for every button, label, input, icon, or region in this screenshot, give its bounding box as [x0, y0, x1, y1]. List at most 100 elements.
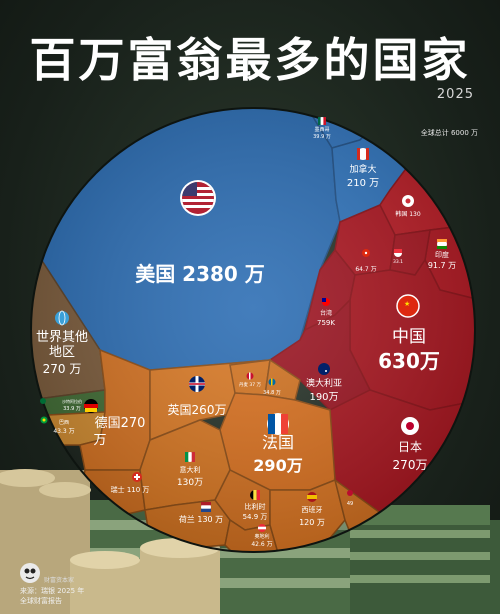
label-sweden: 34.8 万 [263, 390, 281, 396]
svg-text:加拿大: 加拿大 [349, 163, 376, 175]
svg-text:墨西哥: 墨西哥 [314, 127, 329, 133]
svg-text:意大利: 意大利 [180, 465, 201, 474]
cn-flag-icon: ★ [396, 294, 420, 318]
au-flag-icon [318, 363, 330, 375]
svg-text:190万: 190万 [309, 392, 338, 403]
svg-text:210 万: 210 万 [347, 178, 379, 189]
svg-text:759K: 759K [317, 319, 335, 327]
label-brazil: 巴西 43.3 万 [53, 420, 74, 435]
svg-text:270万: 270万 [393, 458, 428, 472]
de-flag-icon [84, 399, 98, 413]
svg-text:64.7 万: 64.7 万 [355, 266, 376, 273]
svg-text:★: ★ [404, 300, 410, 308]
dk-flag-icon [246, 372, 254, 380]
svg-text:巴西: 巴西 [59, 420, 69, 426]
svg-text:奥地利: 奥地利 [254, 533, 269, 540]
label-switzerland: 瑞士 110 万 [111, 485, 150, 494]
hk-flag-icon [362, 249, 370, 257]
br-flag-icon [40, 416, 48, 424]
jp-flag-icon [401, 417, 419, 435]
be-flag-icon [250, 490, 260, 500]
label-denmark: 丹麦 37 万 [239, 381, 262, 388]
label-austria: 奥地利 42.6 万 [251, 533, 272, 548]
svg-text:中国: 中国 [392, 327, 426, 347]
ch-flag-icon [132, 472, 142, 482]
mx-flag-icon [318, 117, 326, 125]
svg-text:瑞士 110 万: 瑞士 110 万 [111, 485, 150, 494]
label-hongkong: 64.7 万 [355, 266, 376, 273]
svg-text:美国 2380 万: 美国 2380 万 [135, 262, 265, 286]
fr-flag-icon [267, 413, 289, 435]
svg-text:丹麦 37 万: 丹麦 37 万 [239, 381, 262, 388]
svg-text:日本: 日本 [398, 440, 422, 454]
label-italy: 意大利 130万 [177, 465, 203, 488]
svg-text:42.6 万: 42.6 万 [251, 541, 272, 548]
sg-flag-icon [394, 249, 402, 257]
svg-text:33.9 万: 33.9 万 [63, 406, 81, 412]
svg-text:33.1: 33.1 [393, 259, 403, 265]
label-canada: 加拿大 210 万 [347, 163, 379, 189]
no-flag-icon [347, 490, 353, 496]
year-label: 2025 [436, 87, 474, 102]
label-uk: 英国260万 [168, 403, 227, 417]
svg-text:290万: 290万 [253, 456, 302, 475]
svg-text:120 万: 120 万 [299, 518, 325, 527]
label-norway: 49 [347, 501, 353, 507]
es-flag-icon [307, 492, 317, 502]
sa-flag-icon [40, 398, 46, 404]
label-singapore: 33.1 [393, 259, 403, 265]
svg-text:法国: 法国 [262, 433, 294, 452]
label-saudi: 沙特阿拉伯 33.9 万 [62, 398, 82, 412]
svg-text:世界其他: 世界其他 [36, 330, 88, 345]
svg-text:澳大利亚: 澳大利亚 [306, 377, 342, 389]
svg-text:万: 万 [93, 433, 106, 448]
total-label: 全球总计 6000 万 [420, 129, 478, 137]
page-title: 百万富翁最多的国家 [29, 33, 471, 87]
at-flag-icon [258, 524, 266, 532]
svg-text:49: 49 [347, 501, 353, 507]
uk-flag-icon [189, 376, 205, 392]
label-france: 法国 290万 [253, 433, 302, 475]
svg-text:270 万: 270 万 [43, 362, 82, 376]
label-germany: 德国270 万 [93, 416, 145, 448]
source-note: 来源：瑞银 2025 年 全球财富报告 [20, 586, 84, 606]
svg-text:西班牙: 西班牙 [302, 505, 323, 514]
label-usa: 美国 2380 万 [135, 262, 265, 286]
svg-text:91.7 万: 91.7 万 [428, 261, 456, 270]
svg-text:印度: 印度 [435, 250, 449, 259]
chart-outline [30, 107, 476, 553]
label-netherlands: 荷兰 130 万 [179, 514, 223, 524]
label-korea: 韩国 130 [395, 210, 421, 218]
svg-text:630万: 630万 [378, 349, 440, 373]
svg-text:比利时: 比利时 [245, 502, 266, 511]
brand-name: 财富资本家 [44, 577, 75, 584]
svg-text:英国260万: 英国260万 [168, 403, 227, 417]
nl-flag-icon [201, 502, 211, 512]
svg-text:54.9 万: 54.9 万 [243, 513, 268, 521]
source-line-1: 来源：瑞银 2025 年 [20, 587, 85, 595]
label-belgium: 比利时 54.9 万 [243, 502, 268, 521]
kr-flag-icon [402, 195, 414, 207]
label-japan: 日本 270万 [393, 440, 428, 472]
tw-flag-icon [322, 298, 330, 306]
brand-logo-icon [20, 563, 40, 583]
label-china: 中国 630万 [378, 327, 440, 373]
svg-text:39.9 万: 39.9 万 [313, 134, 331, 140]
globe-icon [55, 310, 69, 326]
us-flag-icon [180, 180, 216, 216]
ca-flag-icon [357, 148, 369, 160]
svg-text:地区: 地区 [49, 345, 75, 360]
svg-text:130万: 130万 [177, 478, 203, 488]
svg-text:43.3 万: 43.3 万 [53, 428, 74, 435]
it-flag-icon [185, 452, 195, 462]
svg-text:沙特阿拉伯: 沙特阿拉伯 [62, 398, 82, 404]
se-flag-icon [268, 378, 276, 386]
label-australia: 澳大利亚 190万 [306, 377, 342, 403]
label-india: 印度 91.7 万 [428, 250, 456, 270]
svg-text:34.8 万: 34.8 万 [263, 390, 281, 396]
label-taiwan: 台湾 759K [317, 309, 335, 327]
svg-text:韩国 130: 韩国 130 [395, 210, 421, 218]
svg-text:台湾: 台湾 [320, 309, 332, 317]
source-line-2: 全球财富报告 [20, 597, 62, 605]
